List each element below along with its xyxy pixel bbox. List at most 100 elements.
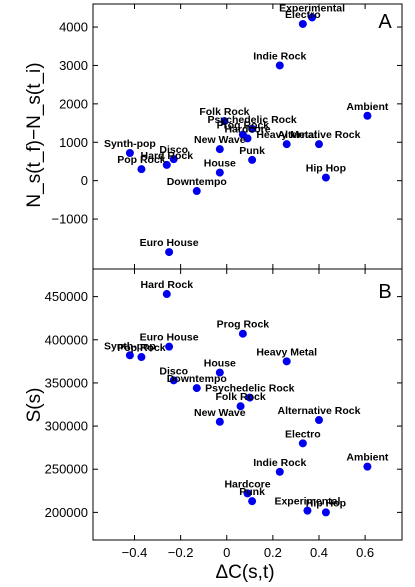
data-point-label: Disco [159,365,188,377]
panel-b-letter: B [378,281,391,303]
panel-b-ylabel: S(s) [24,388,45,423]
data-point-label: Experimental [279,2,345,14]
data-point [162,290,171,299]
data-point [321,173,330,182]
data-point [125,351,134,360]
data-point-label: Euro House [140,237,199,249]
data-point [215,168,224,177]
panel-b: 200000 250000 300000 350000 400000 450000 −0.4… [45,268,403,560]
data-point-label: Hard Rock [141,150,194,162]
data-point-label: Hard Rock [141,279,194,291]
data-point-label: Electro [285,428,321,440]
data-point [298,19,307,28]
data-point [298,439,307,448]
panel-a: −1000 0 1000 2000 3000 4000 ExperimentalElectr… [51,2,403,270]
data-point-label: Folk Rock [199,106,249,118]
data-point [169,376,178,385]
data-point [248,124,257,133]
data-point [248,155,257,164]
x-tick-label: 0.4 [310,545,328,560]
data-point [137,165,146,174]
x-tick-label: 0.6 [356,545,374,560]
data-point [363,462,372,471]
data-point-label: Euro House [140,332,199,344]
data-point [308,13,317,22]
data-point-label: Alternative Rock [278,405,361,417]
panel-a-ytick-label: 2000 [59,96,88,111]
data-point-label: Heavy Metal [256,129,317,141]
panel-b-ytick-label: 450000 [45,289,88,304]
data-point-label: Heavy Metal [256,346,317,358]
data-point-label: Hip Hop [306,163,346,175]
panel-a-ytick-label: 1000 [59,135,88,150]
data-point-label: Downtempo [167,373,227,385]
data-point-label: Synth-pop [104,138,156,150]
panel-b-ytick-label: 350000 [45,375,88,390]
data-point [215,368,224,377]
data-point [238,329,247,338]
data-point-label: Hardcore [224,478,270,490]
data-point [215,417,224,426]
data-point-label: Ambient [346,452,389,464]
panel-a-ytick-label: 3000 [59,58,88,73]
data-point-label: Folk Rock [215,391,265,403]
data-point-label: Alternative Rock [278,129,361,141]
panel-a-ytick-label: −1000 [51,212,88,227]
data-point-label: New Wave [194,407,246,419]
data-point [275,467,284,476]
panel-a-ytick-label: 0 [81,173,88,188]
data-point [220,117,229,126]
data-point-label: Downtempo [167,176,227,188]
data-point [243,489,252,498]
data-point-label: Synth-pop [104,340,156,352]
panel-b-ytick-label: 250000 [45,462,88,477]
data-point-label: Psychedelic Rock [207,114,296,126]
panel-b-ytick-label: 300000 [45,419,88,434]
data-point-label: Experimental [274,496,340,508]
data-point [162,160,171,169]
data-point-label: Disco [159,144,188,156]
data-point [125,149,134,158]
data-point [303,506,312,515]
x-tick-label: −0.2 [168,545,194,560]
data-point-label: Ambient [346,101,389,113]
data-point-label: New Wave [194,134,246,146]
panel-b-frame [92,268,403,541]
data-point-label: House [204,358,236,370]
data-point [314,416,323,425]
data-point-label: Prog Rock [217,319,270,331]
data-point [282,140,291,149]
data-point-label: Electro [285,9,321,21]
data-point [137,353,146,362]
x-axis-label: ΔC(s,t) [215,562,274,583]
data-point [282,357,291,366]
data-point [275,61,284,70]
data-point-label: Hip Hop [306,497,346,509]
x-tick-label: 0.2 [264,545,282,560]
panel-a-ylabel: N_s(t_f)−N_s(t_i) [24,62,45,207]
data-point [192,187,201,196]
data-point [215,145,224,154]
data-point-label: Punk [239,145,265,157]
x-tick-label: 0 [223,545,230,560]
panel-a-ytick-label: 4000 [59,20,88,35]
data-point [314,140,323,149]
panel-a-letter: A [378,11,392,33]
data-point [243,134,252,143]
data-point [245,393,254,402]
data-point-label: Indie Rock [253,50,306,62]
panel-b-ytick-label: 200000 [45,505,88,520]
data-point-label: Indie Rock [253,457,306,469]
data-point-label: Psychedelic Rock [205,383,294,395]
data-point-label: Pop Rock [117,342,166,354]
data-point-label: Hardcore [224,123,270,135]
data-point [363,111,372,120]
panel-b-ytick-label: 400000 [45,332,88,347]
data-point-label: Pop Rock [117,154,166,166]
data-point [165,342,174,351]
data-point [192,384,201,393]
data-point [165,248,174,257]
data-point-label: Prog Rock [217,120,270,132]
data-point [169,155,178,164]
